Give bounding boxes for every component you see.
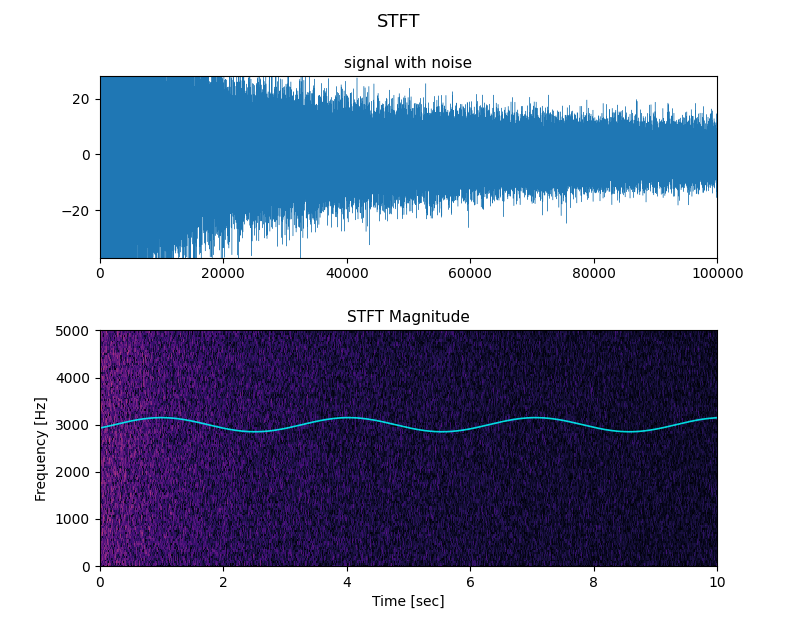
Title: signal with noise: signal with noise — [344, 56, 473, 71]
Y-axis label: Frequency [Hz]: Frequency [Hz] — [35, 396, 49, 501]
Title: STFT Magnitude: STFT Magnitude — [347, 310, 470, 325]
X-axis label: Time [sec]: Time [sec] — [372, 595, 445, 609]
Text: STFT: STFT — [377, 13, 420, 31]
